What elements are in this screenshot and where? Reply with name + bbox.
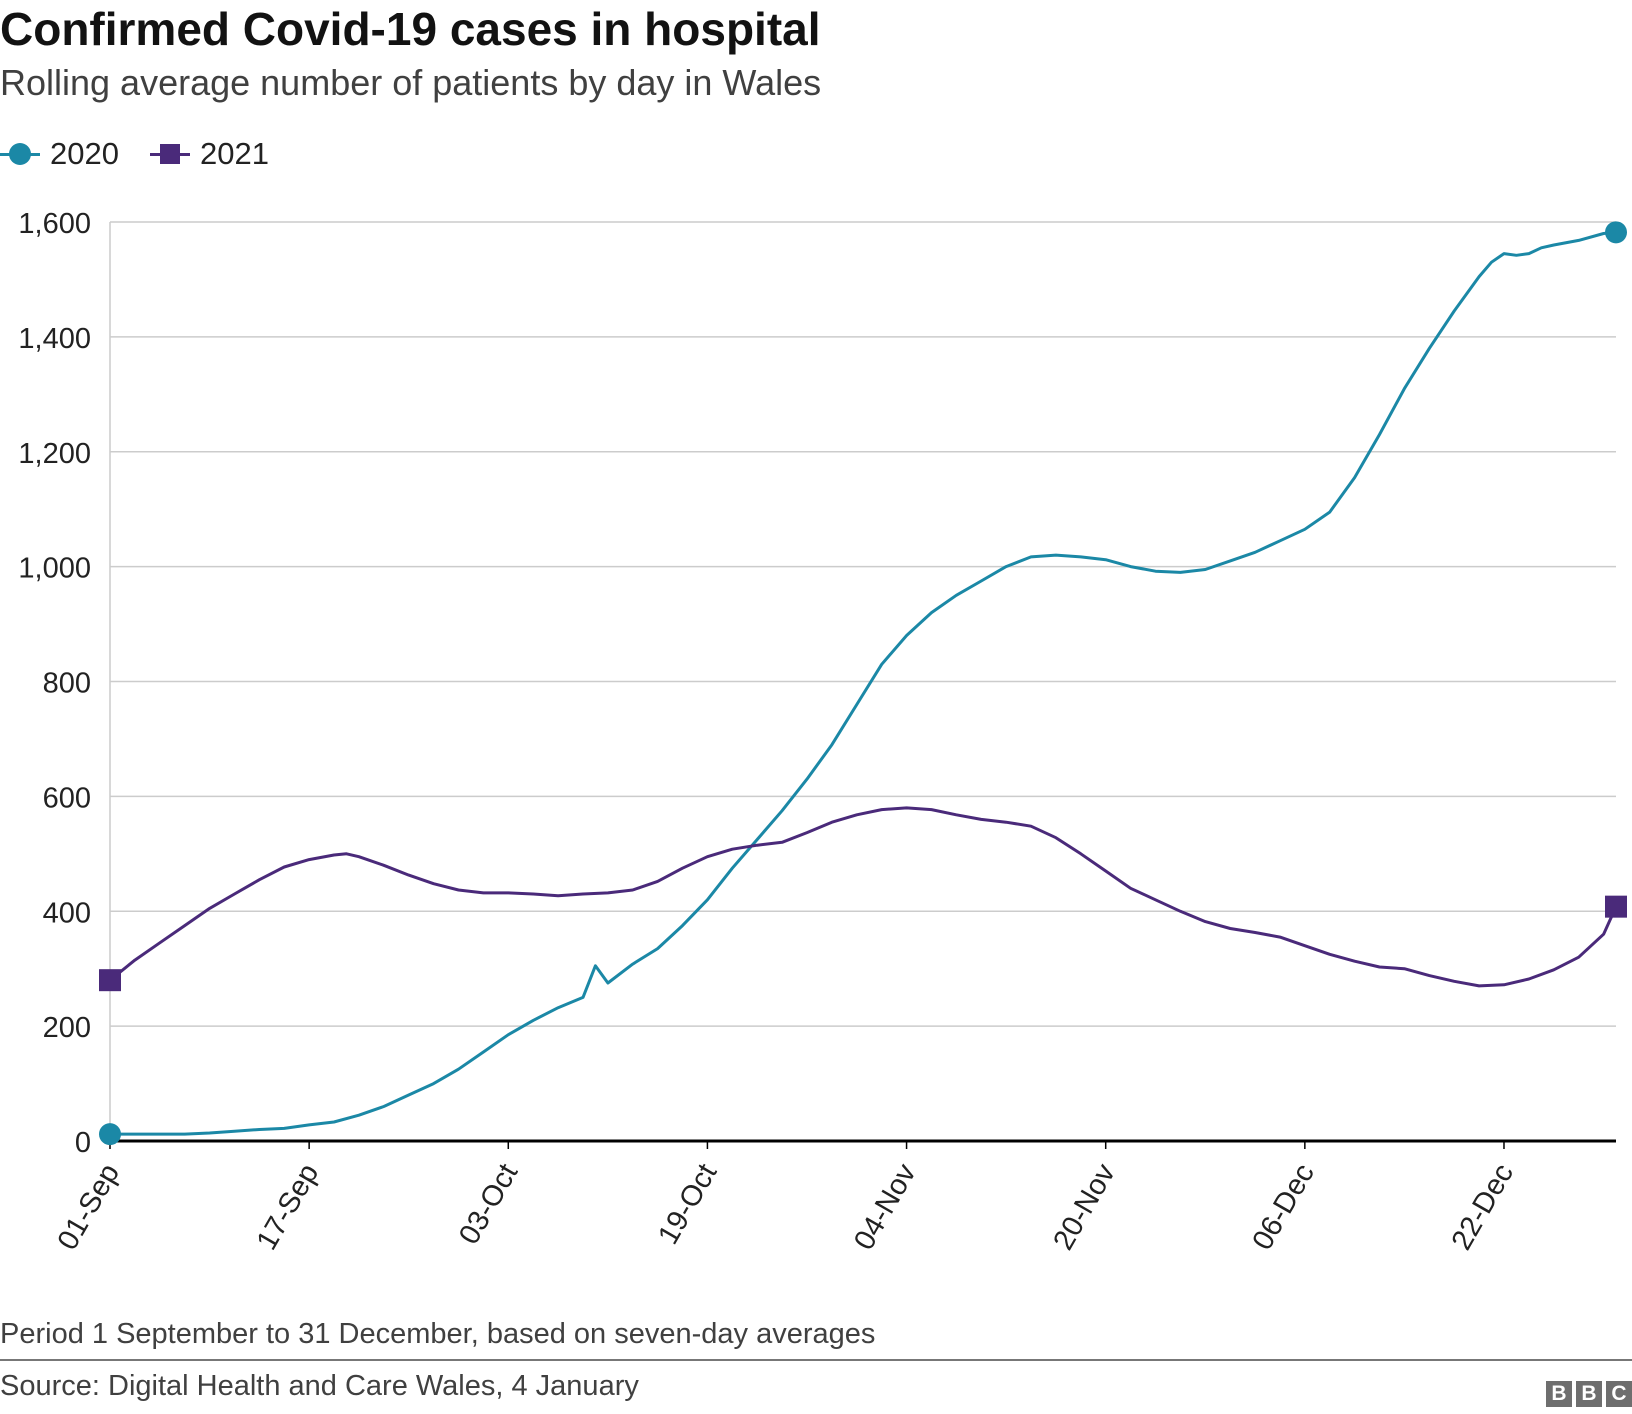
y-axis-tick-labels: 0 200 400 600 800 1,000 1,200 1,400 1,600	[18, 208, 91, 1159]
line-chart: 0 200 400 600 800 1,000 1,200 1,400 1,600 01-Sep…	[18, 208, 1627, 1255]
bbc-logo-letter-b2: B	[1576, 1381, 1602, 1407]
series-line-2020	[110, 230, 1617, 1136]
y-tick-label: 0	[75, 1127, 91, 1159]
bbc-logo-letter-c: C	[1606, 1381, 1632, 1407]
y-tick-label: 800	[43, 668, 91, 700]
series-2020-end-marker	[1605, 221, 1627, 244]
x-tick-label: 06-Dec	[1246, 1159, 1320, 1256]
x-axis-tick-labels: 01-Sep 17-Sep 03-Oct 19-Oct 04-Nov 20-Nov 06-D…	[52, 1141, 1520, 1255]
data-series	[109, 230, 1618, 1136]
chart-subtitle: Rolling average number of patients by da…	[0, 62, 822, 103]
grid-lines	[109, 221, 1616, 1141]
legend-label-2021: 2021	[200, 136, 269, 171]
y-tick-label: 600	[43, 782, 91, 814]
footnote: Period 1 September to 31 December, based…	[0, 1318, 876, 1350]
x-tick-label: 22-Dec	[1446, 1159, 1520, 1256]
series-end-markers	[99, 221, 1627, 1146]
x-tick-label: 17-Sep	[251, 1159, 325, 1256]
bbc-logo-letter-b1: B	[1546, 1381, 1572, 1407]
y-tick-label: 200	[43, 1012, 91, 1044]
y-tick-label: 400	[43, 897, 91, 929]
y-tick-label: 1,400	[18, 323, 91, 355]
legend-square-marker	[160, 144, 180, 164]
y-tick-label: 1,000	[18, 553, 91, 585]
series-2021-start-marker	[99, 969, 121, 992]
series-2021-end-marker	[1605, 895, 1627, 918]
x-tick-label: 01-Sep	[52, 1159, 126, 1256]
x-tick-label: 20-Nov	[1047, 1158, 1122, 1255]
series-line-2021	[109, 806, 1618, 988]
legend-circle-marker	[9, 143, 31, 165]
y-tick-label: 1,600	[18, 208, 91, 240]
chart-title: Confirmed Covid-19 cases in hospital	[0, 3, 821, 55]
x-tick-label: 03-Oct	[453, 1159, 524, 1250]
y-tick-label: 1,200	[18, 438, 91, 470]
source-note: Source: Digital Health and Care Wales, 4…	[0, 1370, 639, 1402]
legend-label-2020: 2020	[50, 136, 119, 171]
series-2020-start-marker	[99, 1123, 121, 1146]
footer-divider	[0, 1359, 1632, 1361]
x-tick-label: 04-Nov	[848, 1158, 923, 1255]
x-tick-label: 19-Oct	[652, 1159, 723, 1250]
